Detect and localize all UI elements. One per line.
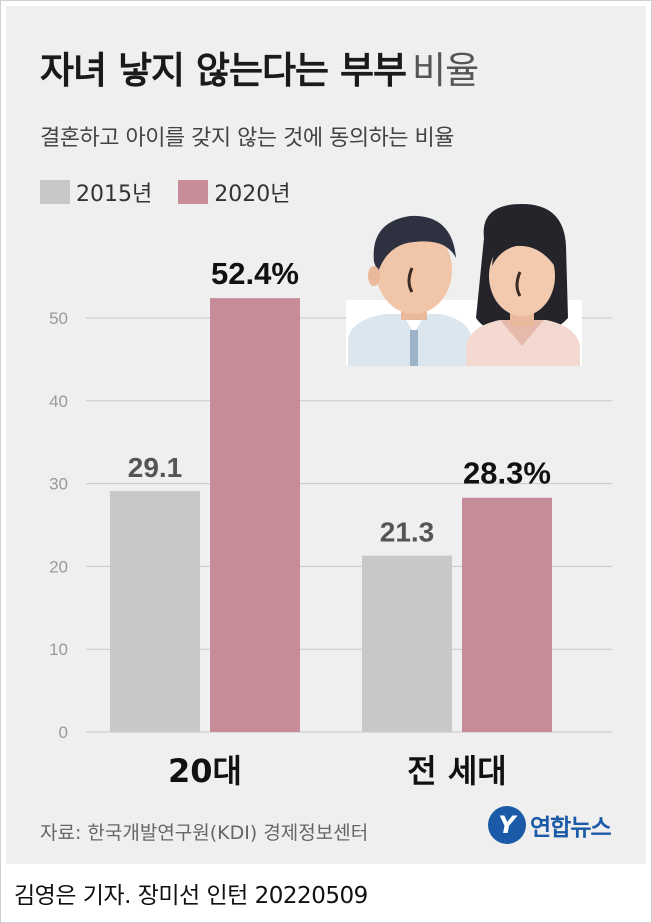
y-tick-label: 0 [59, 723, 68, 742]
man-hair [373, 215, 456, 272]
value-label: 28.3% [463, 456, 551, 491]
woman-collar [500, 320, 544, 346]
man-collar [404, 316, 424, 334]
woman-face [489, 236, 555, 316]
legend-swatch-2020 [178, 180, 209, 204]
source-note: 자료: 한국개발연구원(KDI) 경제정보센터 [40, 822, 369, 844]
woman-nose [515, 271, 522, 297]
chart-subtitle: 결혼하고 아이를 갖지 않는 것에 동의하는 비율 [40, 126, 455, 151]
category-label: 20대 [168, 752, 242, 790]
man-nose [407, 267, 414, 293]
value-label: 29.1 [128, 452, 183, 483]
y-tick-label: 40 [49, 392, 68, 411]
man-tie [410, 330, 418, 366]
man-ear [368, 266, 380, 286]
chart-title: 자녀 낳지 않는다는 부부 비율 [40, 40, 479, 94]
logo-mark: Y [488, 806, 526, 844]
yonhap-logo: Y 연합뉴스 [488, 806, 612, 844]
legend-label-2015: 2015년 [76, 182, 153, 207]
category-label: 전 세대 [407, 752, 506, 790]
value-label: 21.3 [380, 517, 435, 548]
bar-2015-1 [362, 555, 452, 732]
title-bold: 자녀 낳지 않는다는 부부 [40, 49, 407, 92]
y-tick-label: 10 [49, 640, 68, 659]
bar-2020-1 [462, 497, 552, 732]
bar-2015-0 [110, 491, 200, 732]
bar-2020-0 [210, 298, 300, 732]
y-tick-label: 50 [49, 309, 68, 328]
logo-text: 연합뉴스 [530, 815, 612, 841]
couple-illustration [346, 204, 582, 366]
y-tick-label: 20 [49, 557, 68, 576]
title-light: 비율 [412, 49, 479, 92]
y-tick-label: 30 [49, 475, 68, 494]
byline: 김영은 기자. 장미선 인턴 20220509 [14, 883, 368, 909]
legend: 2015년 2020년 [40, 176, 316, 208]
legend-item-2015: 2015년 [40, 176, 152, 208]
woman-bangs [492, 232, 556, 268]
legend-label-2020: 2020년 [214, 182, 291, 207]
legend-swatch-2015 [40, 180, 70, 204]
value-label: 52.4% [211, 256, 299, 291]
legend-item-2020: 2020년 [178, 176, 290, 208]
